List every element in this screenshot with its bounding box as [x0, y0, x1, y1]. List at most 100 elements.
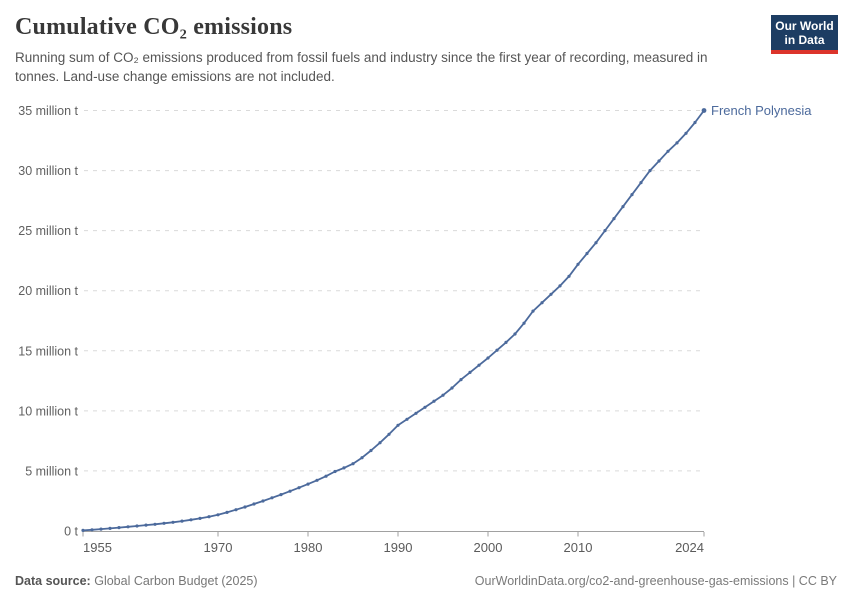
data-point[interactable] [99, 527, 103, 531]
data-point[interactable] [315, 478, 319, 482]
data-point[interactable] [189, 518, 193, 522]
y-axis-tick-label: 35 million t [18, 104, 78, 118]
data-point[interactable] [342, 466, 346, 470]
data-point[interactable] [522, 321, 526, 325]
data-point[interactable] [513, 332, 517, 336]
data-point[interactable] [351, 462, 355, 466]
data-point[interactable] [531, 309, 535, 313]
data-point[interactable] [405, 417, 409, 421]
data-point[interactable] [324, 474, 328, 478]
data-point[interactable] [207, 515, 211, 519]
data-point[interactable] [459, 378, 463, 382]
owid-logo[interactable]: Our World in Data [771, 15, 838, 54]
data-point[interactable] [387, 432, 391, 436]
y-axis-tick-label: 30 million t [18, 164, 78, 178]
data-point[interactable] [216, 513, 220, 517]
data-point[interactable] [81, 528, 85, 533]
data-point[interactable] [630, 193, 634, 197]
data-point[interactable] [144, 523, 148, 527]
data-point[interactable] [468, 370, 472, 374]
series-end-marker [701, 108, 707, 113]
x-axis-tick-label: 2000 [474, 540, 503, 555]
data-point[interactable] [135, 524, 139, 528]
data-point[interactable] [612, 217, 616, 221]
data-point[interactable] [675, 141, 679, 145]
data-point[interactable] [495, 348, 499, 352]
data-source-label: Data source: [15, 574, 91, 588]
x-axis-tick-label: 2010 [564, 540, 593, 555]
data-point[interactable] [279, 493, 283, 497]
line-chart-canvas[interactable]: 0 t 5 million t 10 million t 15 million t 20… [0, 0, 850, 565]
chart-footer: Data source: Global Carbon Budget (2025)… [15, 574, 837, 588]
data-point[interactable] [243, 505, 247, 509]
y-axis-tick-label: 15 million t [18, 344, 78, 358]
data-point[interactable] [567, 274, 571, 278]
data-point[interactable] [594, 241, 598, 245]
y-axis-tick-label: 25 million t [18, 224, 78, 238]
data-point[interactable] [423, 405, 427, 409]
data-point[interactable] [621, 205, 625, 209]
y-axis-tick-label: 0 t [64, 525, 78, 539]
data-point[interactable] [477, 363, 481, 367]
data-point[interactable] [288, 489, 292, 493]
y-axis-tick-label: 20 million t [18, 284, 78, 298]
x-axis-tick-label: 2024 [675, 540, 704, 555]
data-point[interactable] [306, 482, 310, 486]
data-point[interactable] [225, 510, 229, 514]
data-point[interactable] [117, 526, 121, 530]
data-source-note: Data source: Global Carbon Budget (2025) [15, 574, 258, 588]
data-point[interactable] [162, 521, 166, 525]
data-point[interactable] [171, 520, 175, 524]
data-point[interactable] [126, 525, 130, 529]
data-point[interactable] [486, 356, 490, 360]
data-point[interactable] [558, 284, 562, 288]
data-point[interactable] [432, 399, 436, 403]
x-axis-tick-label: 1980 [294, 540, 323, 555]
data-point[interactable] [270, 496, 274, 500]
data-point[interactable] [252, 502, 256, 506]
data-point[interactable] [693, 120, 697, 125]
data-point[interactable] [153, 522, 157, 526]
data-point[interactable] [585, 251, 589, 256]
owid-logo-line1: Our World [775, 19, 834, 33]
data-point[interactable] [297, 486, 301, 490]
data-point[interactable] [90, 528, 94, 532]
data-point[interactable] [234, 508, 238, 512]
x-axis-tick-label: 1970 [204, 540, 233, 555]
data-point[interactable] [639, 181, 643, 185]
data-point[interactable] [396, 423, 400, 427]
data-point[interactable] [108, 526, 112, 531]
chart-header: Cumulative CO₂ emissions Running sum of … [15, 14, 835, 87]
page-title: Cumulative CO₂ emissions [15, 14, 293, 40]
data-point[interactable] [657, 159, 661, 163]
data-point[interactable] [360, 456, 364, 460]
data-source-value: Global Carbon Budget (2025) [94, 574, 258, 588]
y-axis-tick-label: 10 million t [18, 404, 78, 418]
series-point-markers[interactable] [81, 108, 706, 533]
x-axis-tick-label: 1990 [384, 540, 413, 555]
data-point[interactable] [441, 393, 445, 397]
credit-link[interactable]: OurWorldinData.org/co2-and-greenhouse-ga… [474, 574, 837, 588]
data-point[interactable] [603, 229, 607, 233]
chart-subtitle: Running sum of CO₂ emissions produced fr… [15, 50, 708, 84]
data-point[interactable] [198, 516, 202, 521]
data-point[interactable] [333, 469, 337, 474]
data-point[interactable] [549, 292, 553, 296]
data-point[interactable] [648, 169, 652, 173]
data-point[interactable] [540, 301, 544, 305]
y-axis-tick-label: 5 million t [25, 464, 78, 478]
data-point[interactable] [180, 519, 184, 523]
data-point[interactable] [666, 149, 670, 153]
entity-label[interactable]: French Polynesia [711, 103, 812, 118]
x-axis-tick-label: 1955 [83, 540, 112, 555]
data-point[interactable] [504, 340, 508, 344]
data-point[interactable] [414, 411, 418, 415]
data-point[interactable] [378, 441, 382, 445]
data-point[interactable] [369, 448, 373, 453]
owid-logo-line2: in Data [784, 33, 825, 47]
data-point[interactable] [684, 131, 688, 135]
data-point[interactable] [576, 262, 580, 266]
data-point[interactable] [261, 499, 265, 503]
series-line[interactable] [82, 109, 705, 532]
data-point[interactable] [450, 386, 454, 390]
